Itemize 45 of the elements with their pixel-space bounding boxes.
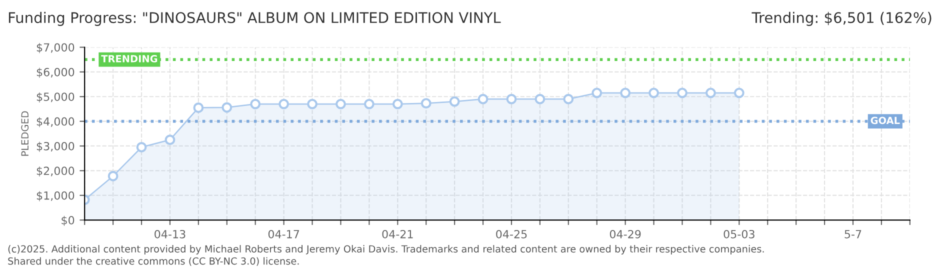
point xyxy=(222,102,232,113)
y-tick-label: $7,000 xyxy=(36,43,74,54)
point xyxy=(648,88,659,98)
point xyxy=(705,88,716,98)
point xyxy=(534,94,546,104)
point xyxy=(392,98,403,110)
x-tick-label: 05-03 xyxy=(724,230,754,238)
ref-line-label: GOAL xyxy=(870,116,900,124)
point xyxy=(250,98,261,110)
point xyxy=(506,94,517,104)
point xyxy=(592,88,602,98)
y-tick-label: $6,000 xyxy=(36,68,74,78)
y-axis-title: PLEDGED xyxy=(21,111,29,156)
y-tick-label: $5,000 xyxy=(36,92,74,102)
point xyxy=(563,94,574,104)
point xyxy=(136,142,147,152)
chart-title: Funding Progress: "DINOSAURS" ALBUM ON LIMITED EDITION VINYL xyxy=(8,12,501,26)
x-tick-label: 5-7 xyxy=(844,230,862,238)
ref-line-label: TRENDING xyxy=(101,55,158,62)
x-tick-label: 04-29 xyxy=(610,230,641,238)
point xyxy=(677,88,688,98)
point xyxy=(307,98,318,110)
point xyxy=(108,170,118,182)
point xyxy=(364,98,374,110)
point xyxy=(478,94,488,104)
point xyxy=(449,96,460,107)
y-tick-label: $2,000 xyxy=(36,166,74,177)
point xyxy=(278,98,290,110)
text: (c)2025. Additional content provided by Michael Roberts and Jeremy Okai Davis. Trademarks and related content are owned by their respective companies. xyxy=(8,245,764,254)
point xyxy=(164,134,176,146)
x-tick-label: 04-21 xyxy=(382,230,413,238)
point xyxy=(420,98,432,108)
y-tick-label: $4,000 xyxy=(36,117,74,128)
point xyxy=(336,98,346,110)
x-tick-label: 04-17 xyxy=(268,230,300,238)
x-tick-label: 04-25 xyxy=(496,230,527,238)
y-tick-label: $1,000 xyxy=(36,191,74,202)
y-tick-label: $0 xyxy=(62,216,74,226)
x-tick-label: 04-13 xyxy=(154,230,186,238)
text: Shared under the creative commons (CC BY-NC 3.0) license. xyxy=(8,257,299,266)
point xyxy=(193,102,204,113)
chart-subtitle: Trending: $6,501 (162%) xyxy=(752,12,932,26)
y-tick-label: $3,000 xyxy=(36,142,74,152)
point xyxy=(620,88,631,98)
point xyxy=(734,88,744,98)
